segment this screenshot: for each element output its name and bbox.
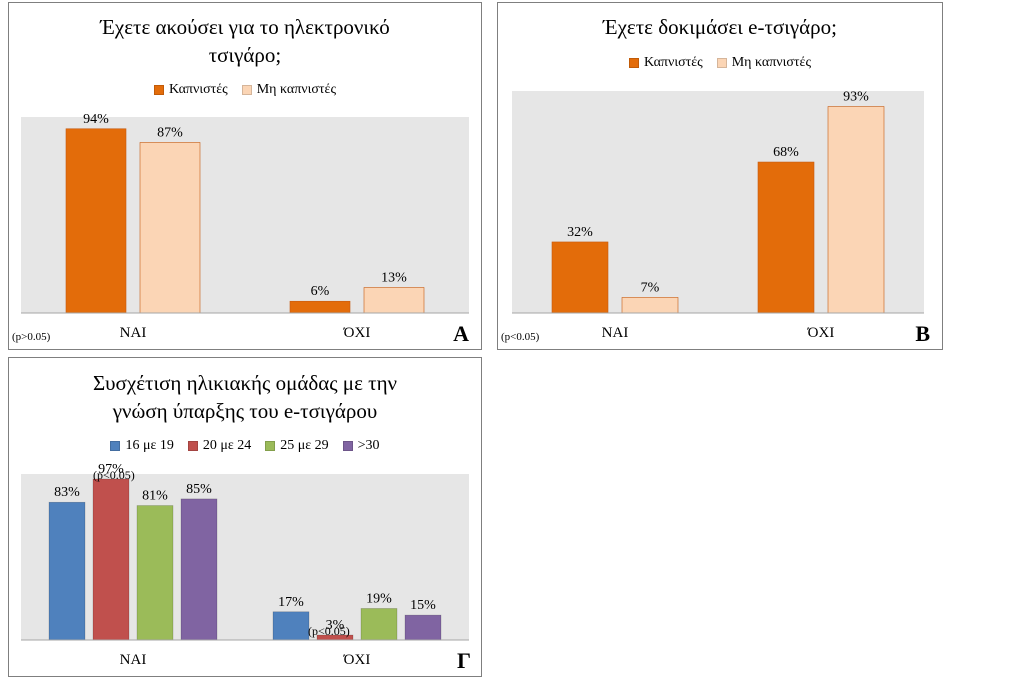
chart-b-panel-label: Β bbox=[915, 321, 930, 346]
chart-c-data-label-1-2: 19% bbox=[366, 591, 392, 606]
chart-c-title-line-2: γνώση ύπαρξης του e-τσιγάρου bbox=[112, 399, 378, 423]
chart-c-bar-0-0 bbox=[48, 501, 86, 641]
chart-c-legend-swatch-16-19 bbox=[110, 441, 121, 451]
chart-c-data-label-0-1: 97% bbox=[98, 462, 124, 477]
chart-b-svg: 32% 7% ΝΑΙ 68% 93% ΌΧΙ bbox=[512, 90, 924, 341]
chart-b-legend-label-nonsmokers: Μη καπνιστές bbox=[731, 55, 811, 70]
chart-b-legend: Καπνιστές Μη καπνιστές bbox=[498, 55, 942, 71]
chart-a-panel-label: Α bbox=[453, 321, 469, 346]
chart-b-title-line-1: Έχετε δοκιμάσει e-τσιγάρο; bbox=[603, 15, 837, 39]
chart-a-title: Έχετε ακούσει για το ηλεκτρονικό τσιγάρο… bbox=[9, 13, 481, 69]
chart-panel-a: 94% 87% ΝΑΙ 6% 13% ΌΧΙ Έχετε ακούσει για το η… bbox=[8, 2, 482, 350]
chart-c-data-label-1-3: 15% bbox=[410, 598, 436, 613]
chart-c-category-label-1: ΌΧΙ bbox=[343, 652, 371, 668]
chart-a-legend-label-nonsmokers: Μη καπνιστές bbox=[256, 82, 336, 97]
chart-a-bar-1-1 bbox=[363, 287, 425, 314]
chart-c-data-label-0-0: 83% bbox=[54, 485, 80, 500]
chart-c-annotation-no: (p<0.05) bbox=[308, 624, 350, 638]
chart-c-legend-label-16-19: 16 με 19 bbox=[125, 438, 174, 453]
chart-c-legend-label-20-24: 20 με 24 bbox=[202, 438, 252, 453]
chart-c-legend-swatch-over-30 bbox=[342, 441, 353, 451]
chart-a-data-label-1-0: 6% bbox=[311, 284, 330, 299]
chart-c-svg: 83% 97% 81% 85% ΝΑΙ 17% 3% 19% 15% ΌΧΙ bbox=[21, 462, 469, 668]
chart-c-plot-area bbox=[21, 474, 469, 640]
chart-c-legend-swatch-25-29 bbox=[265, 441, 276, 451]
chart-b-legend-swatch-smokers bbox=[629, 58, 639, 68]
chart-c-bar-0-2 bbox=[136, 505, 174, 641]
chart-c-bar-1-0 bbox=[272, 611, 310, 641]
chart-a-title-line-1: Έχετε ακούσει για το ηλεκτρονικό bbox=[100, 15, 390, 39]
chart-c-data-label-1-0: 17% bbox=[278, 595, 304, 610]
chart-panel-b: 32% 7% ΝΑΙ 68% 93% ΌΧΙ Έχετε δοκιμάσει e-τσιγ… bbox=[497, 2, 943, 350]
chart-c-panel-label: Γ bbox=[457, 648, 471, 673]
chart-a-data-label-0-0: 94% bbox=[83, 112, 109, 127]
chart-a-legend-item-nonsmokers: Μη καπνιστές bbox=[241, 82, 336, 98]
chart-a-svg: 94% 87% ΝΑΙ 6% 13% ΌΧΙ bbox=[21, 112, 469, 341]
chart-b-bar-0-1 bbox=[621, 297, 679, 314]
chart-a-category-label-1: ΌΧΙ bbox=[343, 325, 371, 341]
chart-b-data-label-0-1: 7% bbox=[641, 280, 660, 295]
chart-a-legend-swatch-nonsmokers bbox=[241, 85, 252, 95]
chart-c-category-label-0: ΝΑΙ bbox=[120, 652, 147, 668]
chart-c-legend-item-16-19: 16 με 19 bbox=[110, 438, 174, 454]
chart-b-legend-label-smokers: Καπνιστές bbox=[644, 55, 703, 70]
chart-b-legend-item-nonsmokers: Μη καπνιστές bbox=[716, 55, 811, 71]
chart-a-data-label-0-1: 87% bbox=[157, 125, 183, 140]
chart-b-legend-swatch-nonsmokers bbox=[716, 58, 727, 68]
chart-a-legend-swatch-smokers bbox=[154, 85, 164, 95]
chart-panel-c: 83% 97% 81% 85% ΝΑΙ 17% 3% 19% 15% ΌΧΙ Συσχέτιση … bbox=[8, 357, 482, 677]
chart-b-data-label-1-1: 93% bbox=[843, 90, 869, 105]
chart-c-legend-label-over-30: >30 bbox=[357, 438, 380, 453]
chart-c-bar-1-3 bbox=[404, 614, 442, 641]
chart-c-bar-0-3 bbox=[180, 498, 218, 641]
chart-b-p-note: (p<0.05) bbox=[501, 331, 540, 343]
chart-a-title-line-2: τσιγάρο; bbox=[208, 43, 282, 67]
chart-c-legend-item-20-24: 20 με 24 bbox=[187, 438, 252, 454]
chart-c-annotation-yes: (p<0.05) bbox=[93, 468, 135, 482]
chart-a-p-note: (p>0.05) bbox=[12, 331, 51, 343]
chart-c-data-label-0-3: 85% bbox=[186, 482, 212, 497]
chart-c-bar-0-1 bbox=[92, 478, 130, 641]
chart-c-legend-swatch-20-24 bbox=[187, 441, 198, 451]
chart-b-bar-1-0 bbox=[757, 161, 815, 314]
chart-a-bar-0-1 bbox=[139, 142, 201, 314]
chart-c-title-line-1: Συσχέτιση ηλικιακής ομάδας με την bbox=[92, 371, 398, 395]
chart-a-bar-0-0 bbox=[65, 128, 127, 314]
chart-c-legend-item-25-29: 25 με 29 bbox=[265, 438, 329, 454]
chart-b-title: Έχετε δοκιμάσει e-τσιγάρο; bbox=[498, 13, 942, 41]
chart-b-category-label-0: ΝΑΙ bbox=[602, 325, 629, 341]
chart-c-legend-item-over-30: >30 bbox=[342, 438, 380, 454]
chart-a-legend-label-smokers: Καπνιστές bbox=[169, 82, 228, 97]
chart-a-bar-1-0 bbox=[289, 300, 351, 314]
chart-b-legend-item-smokers: Καπνιστές bbox=[629, 55, 703, 71]
chart-a-category-label-0: ΝΑΙ bbox=[120, 325, 147, 341]
chart-a-legend: Καπνιστές Μη καπνιστές bbox=[9, 82, 481, 98]
chart-b-bar-0-0 bbox=[551, 241, 609, 314]
chart-b-bar-1-1 bbox=[827, 106, 885, 314]
chart-a-legend-item-smokers: Καπνιστές bbox=[154, 82, 228, 98]
chart-c-legend: 16 με 19 20 με 24 25 με 29 >30 bbox=[9, 438, 481, 454]
chart-c-legend-label-25-29: 25 με 29 bbox=[280, 438, 329, 453]
chart-c-bar-1-2 bbox=[360, 608, 398, 641]
chart-c-title: Συσχέτιση ηλικιακής ομάδας με την γνώση … bbox=[9, 369, 481, 425]
chart-c-data-label-1-1: 3% bbox=[326, 618, 345, 633]
chart-b-data-label-0-0: 32% bbox=[567, 225, 593, 240]
chart-b-data-label-1-0: 68% bbox=[773, 145, 799, 160]
chart-a-data-label-1-1: 13% bbox=[381, 271, 407, 286]
chart-b-category-label-1: ΌΧΙ bbox=[807, 325, 835, 341]
chart-c-data-label-0-2: 81% bbox=[142, 489, 168, 504]
